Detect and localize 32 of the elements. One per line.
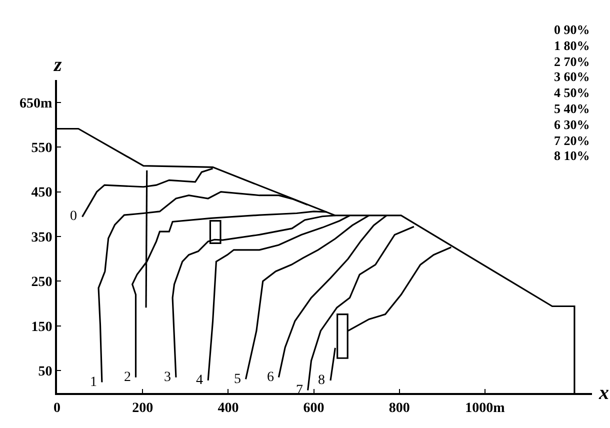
y-tick-label: 150	[31, 320, 52, 335]
series-label: 4	[196, 373, 203, 388]
annotation: 5 40%	[554, 101, 590, 116]
annotation: 6 30%	[554, 117, 590, 132]
x-tick-label: 800	[388, 400, 410, 416]
x-tick-label: 400	[218, 400, 239, 416]
series-label: 6	[267, 370, 274, 385]
series-label: 5	[234, 372, 241, 387]
y-axis-title: z	[53, 54, 62, 76]
text: 1 80%	[554, 38, 590, 53]
series-label: 3	[164, 370, 171, 385]
series-label: 2	[124, 370, 131, 385]
x-tick-label: 600	[303, 400, 324, 416]
text: 0 90%	[554, 22, 590, 37]
x-tick-label: 1000m	[465, 400, 506, 416]
series-label: 1	[90, 375, 97, 390]
x-axis-title: x	[598, 382, 609, 404]
x-tick-label: 0	[54, 400, 60, 416]
y-tick-label: 550	[31, 140, 52, 156]
annotation: 8 10%	[554, 148, 590, 163]
series-label: 0	[70, 209, 77, 224]
annotation: 7 20%	[554, 133, 590, 148]
y-tick-label: 350	[31, 230, 52, 246]
y-tick-label: 50	[38, 364, 52, 380]
series-label: 8	[318, 373, 325, 388]
y-tick-label: 250	[31, 275, 52, 290]
x-tick-label: 200	[132, 400, 154, 416]
annotation: 3 60%	[554, 69, 590, 84]
annotation: 4 50%	[554, 85, 590, 100]
y-tick-label: 650m	[20, 96, 53, 112]
y-tick-label: 450	[31, 186, 52, 201]
text: 2 70%	[554, 54, 590, 69]
